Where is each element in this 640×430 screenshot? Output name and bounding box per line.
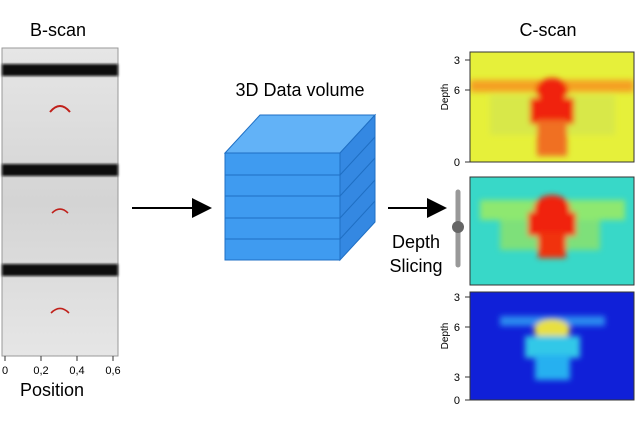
data-cube [223,113,377,262]
b-scan-x-label: Position [20,380,84,400]
x-tick-label: 0,6 [105,365,120,377]
b-scan-title: B-scan [30,20,86,40]
slicing-label: Slicing [389,256,442,276]
y-tick-label: 0 [454,157,460,169]
y-tick-label: 3 [454,55,460,67]
y-axis-label: Depth [440,84,451,111]
y-tick-label: 6 [454,322,460,334]
c-scan-axes: Depth 3 6 0 Depth 3 6 3 0 [440,55,470,407]
b-scan-image [1,47,119,357]
y-tick-label: 0 [454,395,460,407]
x-tick-label: 0,4 [69,365,84,377]
c-scan-slice [470,177,634,285]
c-scan-slice [470,52,634,162]
x-tick-label: 0 [2,365,8,377]
y-tick-label: 6 [454,85,460,97]
b-scan-ticks: 0 0,2 0,4 0,6 [2,356,121,377]
c-scan-title: C-scan [519,20,576,40]
volume-label: 3D Data volume [235,80,364,100]
y-tick-label: 3 [454,372,460,384]
panel-frame [469,51,635,163]
slicing-label: Depth [392,232,440,252]
panel-frame [469,291,635,401]
c-scan-slice [470,292,634,400]
x-tick-label: 0,2 [33,365,48,377]
depth-slider [452,189,464,268]
panel-frame [469,176,635,286]
y-tick-label: 3 [454,292,460,304]
y-axis-label: Depth [440,323,451,350]
